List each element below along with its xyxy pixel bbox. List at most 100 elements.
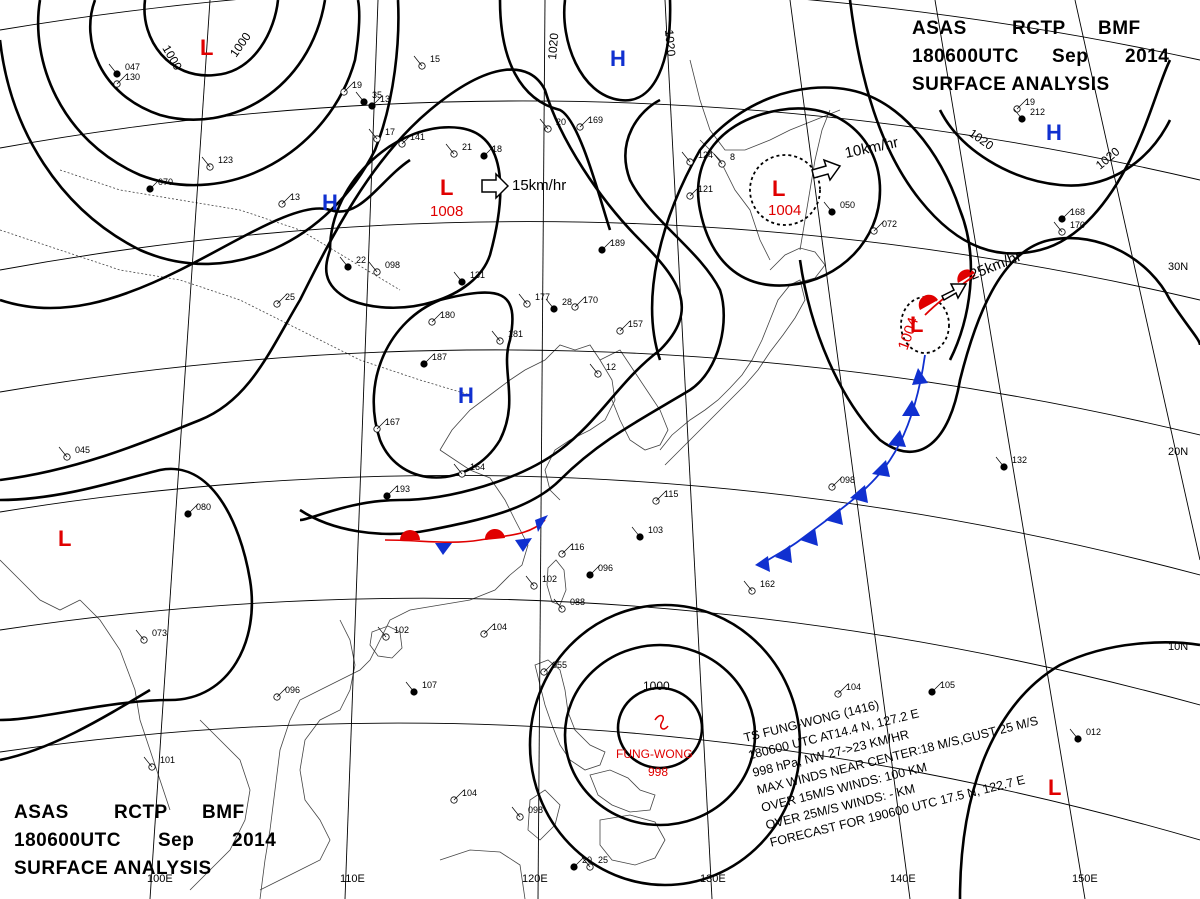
latitude-line: [0, 474, 1200, 576]
wind-barb: [589, 564, 601, 576]
isobar: [498, 0, 612, 231]
wind-barb: [1016, 98, 1028, 110]
wind-barb: [689, 185, 701, 197]
station-value: 18: [492, 144, 502, 154]
lon-label-120e: 120E: [522, 873, 548, 885]
wind-barb: [491, 330, 501, 342]
isobar-typhoon: [563, 643, 757, 827]
isobar-label: 1020: [662, 29, 678, 57]
station-value: 19: [1025, 97, 1035, 107]
cold-front-triangle: [435, 543, 452, 555]
station-value: 20: [556, 117, 566, 127]
station-value: 012: [1086, 727, 1101, 737]
isobar-label: 1000: [643, 679, 670, 693]
station-value: 102: [394, 625, 409, 635]
station-value: 193: [395, 484, 410, 494]
isobar-label: 1020: [545, 32, 561, 60]
cold-front-triangle: [825, 508, 843, 525]
wind-barb: [743, 580, 753, 592]
wind-barb: [1053, 221, 1063, 233]
wind-barb: [135, 629, 145, 641]
station-value: 17: [385, 127, 395, 137]
coastline-palawan: [527, 789, 561, 841]
fronts: [384, 269, 976, 572]
wind-barb: [377, 626, 387, 638]
station-value: 168: [1070, 207, 1085, 217]
coastline-luzon: [534, 659, 606, 771]
station-value: 070: [158, 177, 173, 187]
wind-barb: [483, 145, 495, 157]
warm-front-semicircle: [918, 294, 938, 310]
lat-label-20n: 20N: [1168, 446, 1188, 458]
isobar-label: 1020: [1093, 144, 1123, 172]
lon-label-150e: 150E: [1072, 873, 1098, 885]
wind-barb: [368, 261, 378, 273]
wind-barb: [483, 623, 495, 635]
isobar-labels: 1000 1000 1020 1020 1020 1020 1000: [159, 29, 1122, 693]
coastline-visayas: [589, 769, 656, 813]
station-value: 124: [698, 150, 713, 160]
station-value: 189: [610, 238, 625, 248]
isobar: [143, 0, 280, 77]
isobar: [798, 236, 1200, 453]
cold-front-triangle: [535, 515, 548, 532]
station-value: 181: [508, 329, 523, 339]
header-month: Sep: [1052, 46, 1088, 67]
lat-label-30n: 30N: [1168, 261, 1188, 273]
wind-barb: [581, 856, 591, 868]
wind-barb: [376, 418, 388, 430]
station-value: 104: [492, 622, 507, 632]
cold-front-triangle: [872, 460, 890, 477]
cold-front-triangle: [775, 545, 792, 563]
station-value: 072: [882, 219, 897, 229]
coastline-russia-coast: [689, 59, 841, 261]
wind-barb: [539, 118, 549, 130]
high-center: H: [322, 190, 338, 215]
station-value: 107: [422, 680, 437, 690]
station-value: 130: [125, 72, 140, 82]
coastline-korea: [599, 349, 669, 451]
footer-title-block: ASAS RCTP BMF 180600UTC Sep 2014 SURFACE…: [14, 802, 276, 879]
isobar: [0, 688, 151, 762]
wind-barb: [445, 143, 455, 155]
coastline-mindanao: [599, 814, 666, 866]
low-center: L: [58, 526, 71, 551]
cold-front-triangle: [850, 485, 868, 503]
longitude-line: [537, 0, 546, 899]
station-value: 13: [290, 192, 300, 202]
latitude-line: [0, 597, 1200, 706]
cold-front-triangle: [888, 430, 906, 447]
motion-arrow: [940, 283, 968, 302]
wind-barb: [931, 681, 943, 693]
warm-front-semicircle: [400, 530, 420, 540]
isobar: [0, 158, 411, 310]
station-value: 080: [196, 502, 211, 512]
latitude-line: [0, 0, 1200, 61]
wind-barb: [1069, 728, 1079, 740]
station-value: 28: [562, 297, 572, 307]
high-center: H: [610, 46, 626, 71]
station-value: 157: [628, 319, 643, 329]
warm-front-semicircle: [957, 269, 975, 283]
station-value: 115: [664, 489, 678, 499]
low-center: L: [200, 35, 213, 60]
wind-barb: [453, 271, 463, 283]
station-value: 073: [152, 628, 167, 638]
wind-barb: [386, 485, 398, 497]
station-value: 045: [75, 445, 90, 455]
border-interior-2: [59, 169, 401, 291]
motion-arrow: [481, 172, 510, 200]
isobar: [372, 291, 514, 479]
wind-barb: [631, 526, 641, 538]
footer-year: 2014: [232, 830, 276, 851]
wind-barb: [713, 153, 723, 165]
wind-barb: [1013, 108, 1023, 120]
station-value: 19: [352, 80, 362, 90]
isobar: [299, 98, 726, 536]
wind-barb: [405, 681, 415, 693]
isobar: [324, 125, 502, 309]
wind-barb: [995, 456, 1005, 468]
wind-barb: [431, 311, 443, 323]
station-value: 104: [462, 788, 477, 798]
station-value: 170: [1070, 220, 1085, 230]
